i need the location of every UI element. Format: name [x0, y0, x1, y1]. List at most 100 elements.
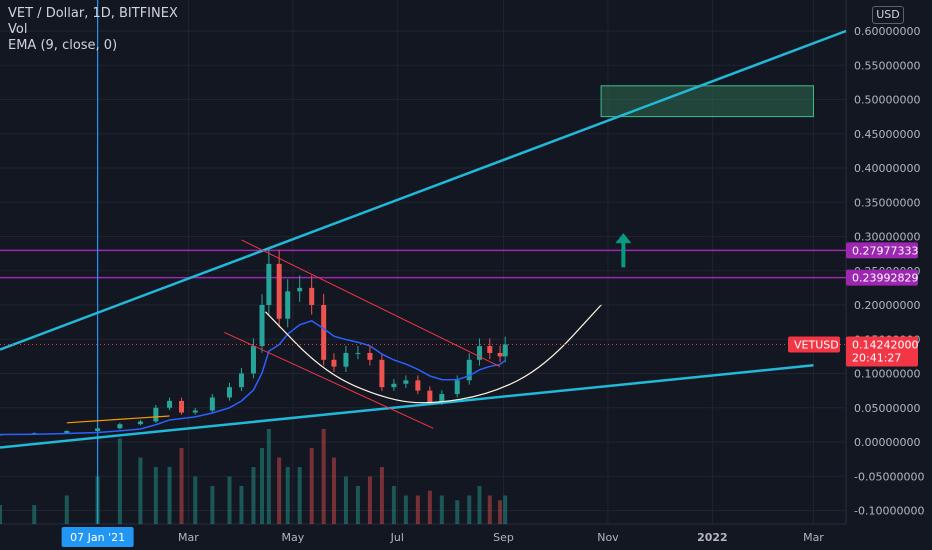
volume-bar	[0, 505, 2, 524]
ema-indicator-label[interactable]: EMA (9, close, 0)	[8, 38, 118, 53]
volume-bar	[210, 486, 215, 524]
lower-trendline	[0, 364, 814, 449]
volume-bar	[321, 429, 326, 524]
candle-body	[192, 410, 198, 413]
price-tick-label: 0.45000000	[854, 128, 920, 141]
wedge-upper-line	[241, 239, 501, 368]
time-tick-label: Jul	[390, 531, 404, 544]
volume-bar	[309, 448, 314, 524]
price-tick-label: -0.05000000	[854, 470, 924, 483]
current-price-label-bg	[846, 336, 918, 367]
symbol-tag: VETUSD	[794, 338, 839, 351]
time-tick-label: Nov	[597, 531, 619, 544]
candle-body	[285, 291, 291, 319]
candle-body	[238, 373, 244, 388]
resistance-level-label: 0.27977333	[852, 244, 918, 257]
candle-body	[309, 287, 315, 305]
volume-bar	[498, 500, 503, 524]
candle-body	[403, 380, 409, 384]
volume-bar	[467, 495, 472, 524]
volume-bar	[477, 486, 482, 524]
volume-bar	[503, 495, 508, 524]
candle-body	[153, 407, 159, 422]
volume-bar	[285, 467, 290, 524]
resistance-level-label-bg	[846, 242, 918, 259]
volume-bar	[95, 476, 100, 524]
chart-legend: VET / Dollar, 1D, BITFINEX Vol EMA (9, c…	[8, 6, 178, 54]
symbol-tag-bg	[788, 336, 840, 353]
candle-body	[343, 352, 349, 367]
price-tick-label: 0.00000000	[854, 436, 920, 449]
volume-bar	[227, 476, 232, 524]
price-tick-label: 0.40000000	[854, 162, 920, 175]
volume-bar	[403, 495, 408, 524]
price-tick-label: 0.55000000	[854, 59, 920, 72]
current-price-value: 0.14242000	[852, 338, 918, 351]
candle-body	[297, 287, 303, 292]
candle-body	[427, 390, 433, 403]
volume-bar	[193, 476, 198, 524]
upper-trendline	[0, 29, 847, 351]
candle-body	[137, 421, 143, 425]
volume-bar	[391, 486, 396, 524]
candle-body	[379, 359, 385, 388]
candle-body	[167, 400, 173, 408]
cup-curve	[265, 304, 602, 404]
candle-body	[266, 263, 272, 305]
volume-bar	[138, 457, 143, 524]
volume-indicator-label[interactable]: Vol	[8, 22, 28, 37]
symbol-title[interactable]: VET / Dollar, 1D, BITFINEX	[8, 6, 178, 21]
volume-bar	[455, 500, 460, 524]
volume-bar	[260, 448, 265, 524]
candle-body	[439, 394, 445, 403]
wedge-lower-line	[224, 331, 434, 429]
candle-body	[117, 424, 123, 429]
volume-bar	[239, 486, 244, 524]
currency-button[interactable]: USD	[872, 6, 904, 24]
target-arrow-head	[615, 233, 632, 244]
volume-bar	[297, 467, 302, 524]
time-tick-label: Mar	[803, 531, 824, 544]
volume-bar	[487, 495, 492, 524]
date-marker-label-bg	[61, 527, 134, 547]
price-tick-label: 0.05000000	[854, 402, 920, 415]
candle-body	[454, 380, 460, 395]
volume-bar	[266, 429, 271, 524]
candle-body	[259, 305, 265, 347]
volume-bar	[415, 495, 420, 524]
candle-body	[477, 346, 483, 360]
volume-bar	[379, 467, 384, 524]
candle-body	[209, 397, 215, 411]
volume-bar	[367, 476, 372, 524]
volume-bar	[277, 457, 282, 524]
candle-body	[179, 400, 185, 413]
price-tick-label: 0.10000000	[854, 368, 920, 381]
volume-bar	[153, 467, 158, 524]
candle-body	[487, 346, 493, 353]
time-tick-label: Mar	[178, 531, 199, 544]
price-tick-label: 0.60000000	[854, 25, 920, 38]
time-tick-label: May	[281, 531, 304, 544]
candle-body	[497, 352, 503, 357]
volume-bar	[355, 486, 360, 524]
candle-body	[415, 380, 421, 391]
target-zone-box	[600, 85, 814, 118]
price-tick-label: 0.50000000	[854, 94, 920, 107]
price-tick-label: 0.35000000	[854, 196, 920, 209]
volume-bar	[251, 467, 256, 524]
volume-bar	[117, 438, 122, 524]
candle-body	[367, 352, 373, 360]
support-level-label-bg	[846, 269, 918, 286]
price-tick-label: 0.30000000	[854, 231, 920, 244]
candle-body	[466, 359, 472, 381]
support-level-label: 0.23992829	[852, 272, 918, 285]
volume-bar	[64, 495, 69, 524]
candle-body	[250, 346, 256, 374]
volume-bar	[167, 467, 172, 524]
volume-bar	[427, 490, 432, 524]
entry-segment-line	[66, 415, 170, 424]
candle-body	[226, 387, 232, 398]
volume-bar	[179, 448, 184, 524]
